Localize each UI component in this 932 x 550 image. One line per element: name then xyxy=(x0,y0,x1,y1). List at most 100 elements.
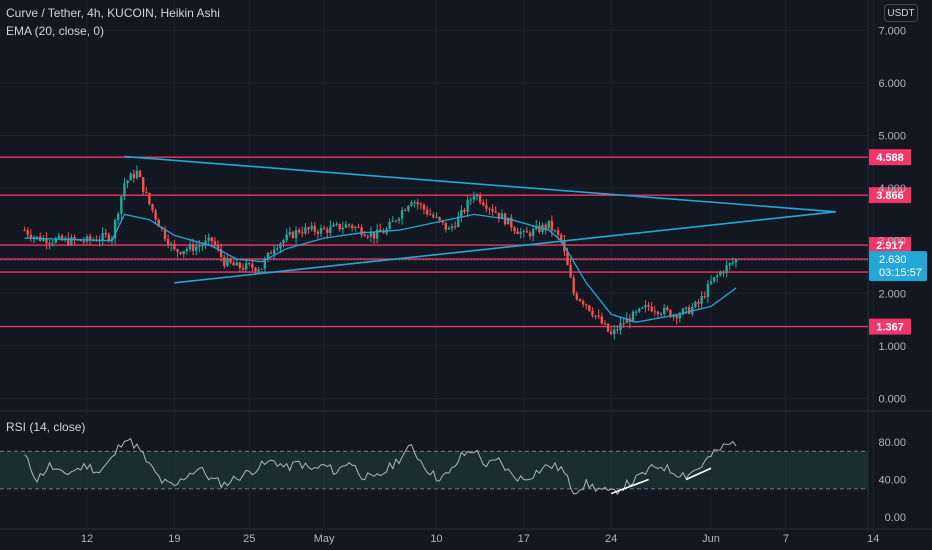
candle-body xyxy=(407,205,410,211)
candle-body xyxy=(132,173,135,179)
candle-body xyxy=(491,208,494,212)
candle-body xyxy=(151,203,154,211)
candle-body xyxy=(107,234,111,241)
candle-body xyxy=(379,229,382,233)
candle-body xyxy=(26,230,29,235)
candle-body xyxy=(497,212,501,218)
candle-body xyxy=(201,245,204,247)
candle-body xyxy=(223,257,226,266)
rsi-tick-label: 0.00 xyxy=(885,512,906,524)
candle-body xyxy=(588,305,591,311)
candle-body xyxy=(478,195,482,203)
candle-body xyxy=(507,217,510,225)
level-label: 3.866 xyxy=(876,190,904,202)
candle-body xyxy=(450,226,454,229)
candle-body xyxy=(347,224,351,226)
candle-body xyxy=(382,232,385,234)
candle-body xyxy=(522,231,525,233)
rsi-panel xyxy=(0,437,868,496)
candle-body xyxy=(185,249,189,252)
candle-body xyxy=(241,268,245,270)
candle-body xyxy=(600,316,603,324)
triangle-trendline[interactable] xyxy=(174,210,836,284)
rsi-title[interactable]: RSI (14, close) xyxy=(6,420,86,434)
rsi-trendline[interactable] xyxy=(610,478,649,495)
current-price-tag xyxy=(869,251,927,282)
candle-body xyxy=(531,229,535,237)
candle-body xyxy=(198,246,201,248)
candle-body xyxy=(432,214,435,218)
candle-body xyxy=(157,219,160,228)
candle-body xyxy=(556,230,560,235)
candle-body xyxy=(672,315,675,317)
candle-body xyxy=(176,249,179,252)
candle-body xyxy=(23,230,26,232)
trendlines[interactable] xyxy=(124,155,836,284)
rsi-band-fill xyxy=(0,451,868,489)
candle-body xyxy=(547,220,550,229)
candle-body xyxy=(104,232,107,235)
candle-body xyxy=(569,265,572,278)
candle-body xyxy=(500,213,504,218)
candle-body xyxy=(575,293,579,300)
indicator-label[interactable]: EMA (20, close, 0) xyxy=(6,24,105,38)
candle-body xyxy=(145,192,148,194)
level-tag xyxy=(869,318,911,335)
candle-body xyxy=(54,238,57,243)
currency-button[interactable]: USDT xyxy=(884,4,918,22)
candle-body xyxy=(332,224,335,227)
candle-body xyxy=(341,227,345,230)
candle-body xyxy=(694,301,697,308)
candle-body xyxy=(179,251,182,254)
horizontal-levels[interactable]: 4.5883.8662.9172.6512.4041.3672.63003:15… xyxy=(0,149,927,335)
candle-body xyxy=(681,308,685,315)
price-tick-label: 0.000 xyxy=(878,394,906,406)
candle-body xyxy=(226,258,229,266)
candle-body xyxy=(703,296,706,298)
candle-body xyxy=(666,307,669,310)
candle-body xyxy=(35,236,39,238)
candle-body xyxy=(85,236,89,242)
ema-line xyxy=(24,213,737,323)
candle-body xyxy=(472,196,476,200)
time-tick-label: 17 xyxy=(518,533,530,545)
candle-body xyxy=(154,210,157,220)
triangle-trendline[interactable] xyxy=(124,155,836,213)
candle-body xyxy=(173,243,176,250)
candle-body xyxy=(216,245,220,249)
candle-body xyxy=(42,238,45,241)
candle-body xyxy=(482,202,485,206)
candle-body xyxy=(585,304,588,306)
time-tick-label: 14 xyxy=(867,533,879,545)
level-tag xyxy=(869,187,911,204)
candle-body xyxy=(429,214,432,216)
candle-body xyxy=(519,232,522,235)
candle-body xyxy=(653,311,657,313)
candle-body xyxy=(120,196,123,214)
level-label: 2.917 xyxy=(876,240,904,252)
candle-body xyxy=(322,227,326,230)
candle-body xyxy=(391,220,394,222)
candle-body xyxy=(678,314,681,319)
rsi-line xyxy=(24,437,737,496)
candle-body xyxy=(319,227,323,234)
candle-body xyxy=(135,170,139,179)
candle-body xyxy=(163,229,167,240)
price-tick-label: 1.000 xyxy=(878,341,906,353)
candle-body xyxy=(60,235,64,241)
candle-body xyxy=(313,225,316,232)
candle-body xyxy=(335,223,338,225)
candle-body xyxy=(232,262,235,266)
time-tick-label: Jun xyxy=(702,533,720,545)
candle-body xyxy=(276,248,279,250)
rsi-trendline[interactable] xyxy=(685,467,712,481)
candle-body xyxy=(697,301,700,304)
candle-body xyxy=(316,231,320,234)
candle-body xyxy=(45,238,48,244)
price-tick-label: 7.000 xyxy=(878,25,906,37)
candle-body xyxy=(419,204,423,206)
time-tick-label: 24 xyxy=(605,533,617,545)
candle-body xyxy=(731,262,735,264)
candle-body xyxy=(257,269,260,271)
